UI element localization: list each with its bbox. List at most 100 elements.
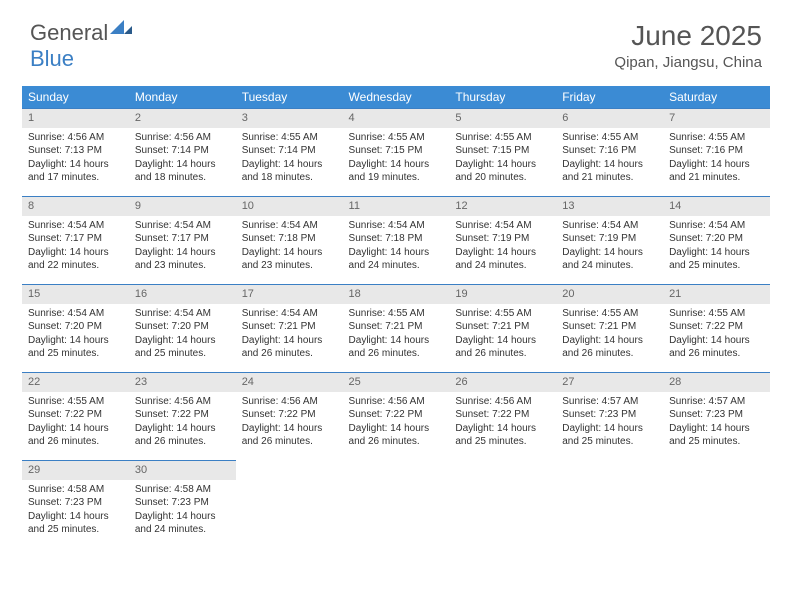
day-content: Sunrise: 4:55 AMSunset: 7:15 PMDaylight:… [449,128,556,189]
day-number: 24 [236,373,343,392]
weekday-header: Sunday [22,86,129,109]
logo-text-general: General [30,20,108,45]
day-cell: 22Sunrise: 4:55 AMSunset: 7:22 PMDayligh… [22,373,129,461]
day-number: 3 [236,109,343,128]
day-number: 16 [129,285,236,304]
day-content: Sunrise: 4:56 AMSunset: 7:22 PMDaylight:… [129,392,236,453]
day-cell: 24Sunrise: 4:56 AMSunset: 7:22 PMDayligh… [236,373,343,461]
day-number: 29 [22,461,129,480]
day-cell: 2Sunrise: 4:56 AMSunset: 7:14 PMDaylight… [129,109,236,197]
week-row: 8Sunrise: 4:54 AMSunset: 7:17 PMDaylight… [22,197,770,285]
day-content: Sunrise: 4:54 AMSunset: 7:21 PMDaylight:… [236,304,343,365]
weekday-header-row: Sunday Monday Tuesday Wednesday Thursday… [22,86,770,109]
day-cell [556,461,663,549]
day-content: Sunrise: 4:54 AMSunset: 7:19 PMDaylight:… [449,216,556,277]
day-cell: 5Sunrise: 4:55 AMSunset: 7:15 PMDaylight… [449,109,556,197]
weekday-header: Tuesday [236,86,343,109]
day-number: 11 [343,197,450,216]
day-content: Sunrise: 4:55 AMSunset: 7:22 PMDaylight:… [663,304,770,365]
day-content: Sunrise: 4:54 AMSunset: 7:17 PMDaylight:… [22,216,129,277]
logo-text-blue: Blue [30,46,74,71]
logo: General Blue [30,20,132,72]
day-cell: 12Sunrise: 4:54 AMSunset: 7:19 PMDayligh… [449,197,556,285]
day-cell: 29Sunrise: 4:58 AMSunset: 7:23 PMDayligh… [22,461,129,549]
day-number: 22 [22,373,129,392]
day-content: Sunrise: 4:55 AMSunset: 7:21 PMDaylight:… [556,304,663,365]
day-cell [663,461,770,549]
day-cell: 8Sunrise: 4:54 AMSunset: 7:17 PMDaylight… [22,197,129,285]
day-content: Sunrise: 4:54 AMSunset: 7:18 PMDaylight:… [236,216,343,277]
day-number: 7 [663,109,770,128]
day-cell: 9Sunrise: 4:54 AMSunset: 7:17 PMDaylight… [129,197,236,285]
day-cell: 25Sunrise: 4:56 AMSunset: 7:22 PMDayligh… [343,373,450,461]
day-number: 1 [22,109,129,128]
day-number: 28 [663,373,770,392]
week-row: 15Sunrise: 4:54 AMSunset: 7:20 PMDayligh… [22,285,770,373]
day-cell: 3Sunrise: 4:55 AMSunset: 7:14 PMDaylight… [236,109,343,197]
day-content: Sunrise: 4:58 AMSunset: 7:23 PMDaylight:… [22,480,129,541]
day-cell: 26Sunrise: 4:56 AMSunset: 7:22 PMDayligh… [449,373,556,461]
weekday-header: Monday [129,86,236,109]
week-row: 29Sunrise: 4:58 AMSunset: 7:23 PMDayligh… [22,461,770,549]
weekday-header: Friday [556,86,663,109]
day-cell: 13Sunrise: 4:54 AMSunset: 7:19 PMDayligh… [556,197,663,285]
week-row: 22Sunrise: 4:55 AMSunset: 7:22 PMDayligh… [22,373,770,461]
day-cell: 11Sunrise: 4:54 AMSunset: 7:18 PMDayligh… [343,197,450,285]
day-content: Sunrise: 4:57 AMSunset: 7:23 PMDaylight:… [663,392,770,453]
day-number: 12 [449,197,556,216]
day-cell [343,461,450,549]
day-number: 25 [343,373,450,392]
calendar-table: Sunday Monday Tuesday Wednesday Thursday… [22,86,770,549]
day-cell: 30Sunrise: 4:58 AMSunset: 7:23 PMDayligh… [129,461,236,549]
day-cell: 1Sunrise: 4:56 AMSunset: 7:13 PMDaylight… [22,109,129,197]
day-cell [236,461,343,549]
day-number: 9 [129,197,236,216]
day-cell: 27Sunrise: 4:57 AMSunset: 7:23 PMDayligh… [556,373,663,461]
day-cell: 18Sunrise: 4:55 AMSunset: 7:21 PMDayligh… [343,285,450,373]
day-cell: 28Sunrise: 4:57 AMSunset: 7:23 PMDayligh… [663,373,770,461]
title-block: June 2025 Qipan, Jiangsu, China [614,20,762,71]
day-number: 18 [343,285,450,304]
day-cell: 17Sunrise: 4:54 AMSunset: 7:21 PMDayligh… [236,285,343,373]
day-cell: 20Sunrise: 4:55 AMSunset: 7:21 PMDayligh… [556,285,663,373]
day-content: Sunrise: 4:55 AMSunset: 7:16 PMDaylight:… [663,128,770,189]
day-cell: 7Sunrise: 4:55 AMSunset: 7:16 PMDaylight… [663,109,770,197]
day-number: 2 [129,109,236,128]
page-title: June 2025 [614,20,762,52]
day-content: Sunrise: 4:54 AMSunset: 7:20 PMDaylight:… [663,216,770,277]
logo-triangle-icon [110,20,132,34]
day-content: Sunrise: 4:58 AMSunset: 7:23 PMDaylight:… [129,480,236,541]
day-content: Sunrise: 4:57 AMSunset: 7:23 PMDaylight:… [556,392,663,453]
day-number: 15 [22,285,129,304]
day-number: 4 [343,109,450,128]
day-number: 6 [556,109,663,128]
day-number: 26 [449,373,556,392]
day-cell [449,461,556,549]
day-cell: 10Sunrise: 4:54 AMSunset: 7:18 PMDayligh… [236,197,343,285]
day-number: 23 [129,373,236,392]
day-content: Sunrise: 4:54 AMSunset: 7:19 PMDaylight:… [556,216,663,277]
day-number: 30 [129,461,236,480]
day-content: Sunrise: 4:54 AMSunset: 7:17 PMDaylight:… [129,216,236,277]
day-content: Sunrise: 4:56 AMSunset: 7:13 PMDaylight:… [22,128,129,189]
day-content: Sunrise: 4:55 AMSunset: 7:15 PMDaylight:… [343,128,450,189]
day-cell: 16Sunrise: 4:54 AMSunset: 7:20 PMDayligh… [129,285,236,373]
day-number: 27 [556,373,663,392]
day-number: 20 [556,285,663,304]
location-text: Qipan, Jiangsu, China [614,54,762,71]
day-number: 21 [663,285,770,304]
day-cell: 15Sunrise: 4:54 AMSunset: 7:20 PMDayligh… [22,285,129,373]
day-content: Sunrise: 4:55 AMSunset: 7:21 PMDaylight:… [449,304,556,365]
day-cell: 4Sunrise: 4:55 AMSunset: 7:15 PMDaylight… [343,109,450,197]
day-cell: 14Sunrise: 4:54 AMSunset: 7:20 PMDayligh… [663,197,770,285]
day-content: Sunrise: 4:56 AMSunset: 7:22 PMDaylight:… [449,392,556,453]
header: General Blue June 2025 Qipan, Jiangsu, C… [0,0,792,78]
calendar-body: 1Sunrise: 4:56 AMSunset: 7:13 PMDaylight… [22,109,770,549]
day-content: Sunrise: 4:54 AMSunset: 7:20 PMDaylight:… [22,304,129,365]
weekday-header: Saturday [663,86,770,109]
day-content: Sunrise: 4:55 AMSunset: 7:22 PMDaylight:… [22,392,129,453]
day-number: 14 [663,197,770,216]
day-number: 13 [556,197,663,216]
day-number: 8 [22,197,129,216]
day-number: 17 [236,285,343,304]
